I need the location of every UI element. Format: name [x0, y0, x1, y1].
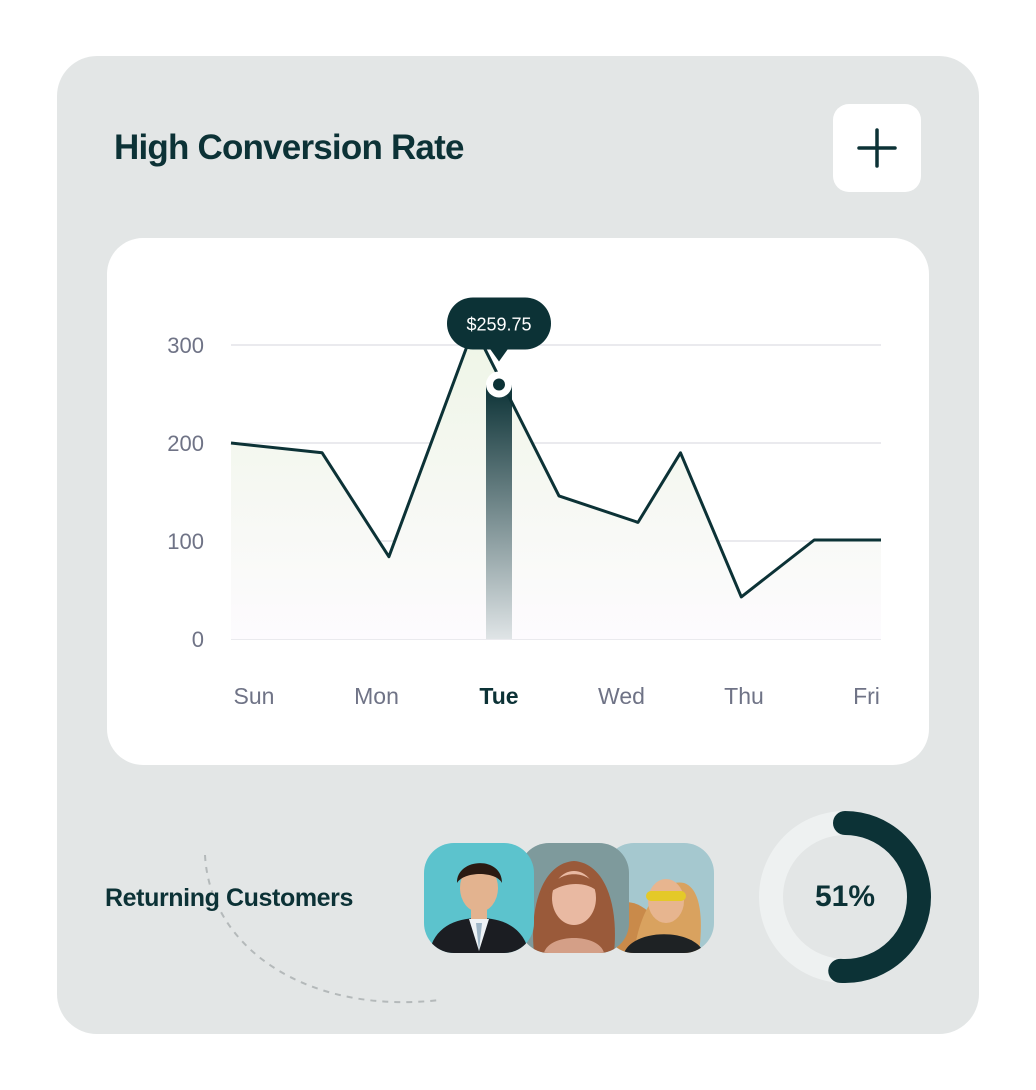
tooltip-pointer: [489, 347, 509, 362]
x-tick-label: Fri: [853, 683, 880, 709]
returning-customers-donut: [759, 811, 931, 983]
decorative-arc: [204, 854, 441, 1004]
y-tick-label: 300: [167, 333, 204, 358]
y-tick-label: 0: [192, 627, 204, 652]
chart-panel: 0 100 200 300 $259.75 Sun Mon Tue Wed Thu Fri: [107, 238, 929, 765]
tooltip-label: $259.75: [466, 314, 531, 334]
area-fill: [231, 327, 881, 639]
plus-icon: [857, 128, 897, 168]
avatar[interactable]: [424, 843, 534, 953]
x-tick-label: Sun: [234, 683, 275, 709]
returning-customers-label: Returning Customers: [105, 884, 353, 912]
add-button[interactable]: [833, 104, 921, 192]
donut-progress: [759, 811, 931, 983]
series-line: [230, 325, 881, 599]
x-tick-label: Wed: [598, 683, 645, 709]
x-tick-label: Mon: [354, 683, 399, 709]
conversion-chart: 0 100 200 300 $259.75 Sun Mon Tue Wed Thu Fri: [167, 297, 881, 709]
highlight-bar: [486, 384, 512, 639]
returning-percent: 51%: [814, 880, 876, 913]
card-title: High Conversion Rate: [114, 128, 464, 167]
x-tick-label: Thu: [724, 683, 764, 709]
avatar[interactable]: [519, 843, 629, 953]
y-tick-label: 200: [167, 431, 204, 456]
customer-avatars: [424, 843, 714, 953]
x-tick-label: Tue: [479, 683, 518, 709]
y-tick-label: 100: [167, 529, 204, 554]
tooltip-bubble: [447, 297, 551, 350]
highlight-marker-dot: [493, 378, 505, 391]
